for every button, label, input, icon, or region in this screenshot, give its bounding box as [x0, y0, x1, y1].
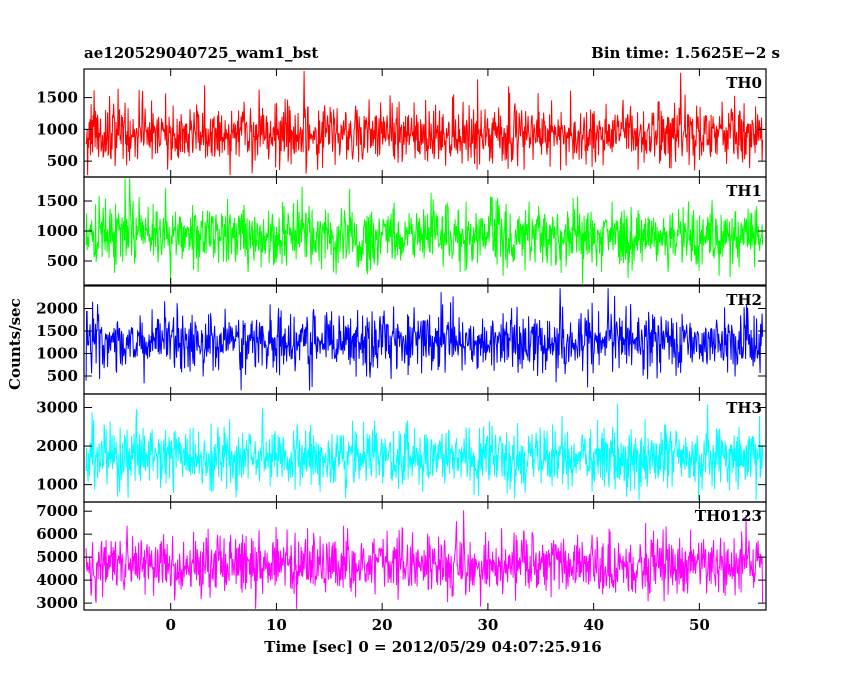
y-tick-label: 1000 — [36, 345, 78, 363]
observation-id-title: ae120529040725_wam1_bst — [84, 44, 319, 62]
y-tick-label: 1500 — [36, 89, 78, 107]
x-axis-label: Time [sec] 0 = 2012/05/29 04:07:25.916 — [264, 638, 602, 656]
y-tick-label: 4000 — [36, 571, 78, 589]
bin-time-title: Bin time: 1.5625E−2 s — [591, 44, 780, 62]
panel-label-th3: TH3 — [726, 399, 762, 417]
x-tick-label: 40 — [583, 616, 604, 634]
panel-th0: 500 1000 1500 TH0 — [36, 68, 767, 178]
series-line-th0 — [85, 70, 764, 176]
y-tick-label: 1500 — [36, 322, 78, 340]
y-tick-label: 5000 — [36, 548, 78, 566]
y-tick-label: 1000 — [36, 222, 78, 240]
series-line-th0123 — [85, 510, 764, 609]
y-tick-label: 500 — [47, 367, 78, 385]
panel-th1: 500 1000 1500 TH1 — [36, 176, 767, 286]
panel-label-th1: TH1 — [726, 182, 762, 200]
panel-label-th2: TH2 — [726, 291, 762, 309]
panel-frame — [83, 501, 767, 611]
series-line-th2 — [85, 288, 764, 391]
panel-th2: 500 1000 1500 2000 TH2 — [36, 285, 767, 395]
y-tick-label: 6000 — [36, 525, 78, 543]
y-tick-label: 3000 — [36, 399, 78, 417]
series-line-th3 — [85, 403, 764, 501]
series-line-th1 — [85, 178, 764, 284]
y-tick-label: 3000 — [36, 594, 78, 612]
panel-label-th0: TH0 — [726, 74, 762, 92]
y-tick-label: 7000 — [36, 502, 78, 520]
x-tick-label: 20 — [372, 616, 393, 634]
y-tick-label: 1000 — [36, 476, 78, 494]
y-tick-label: 500 — [47, 152, 78, 170]
y-tick-label: 1000 — [36, 120, 78, 138]
y-tick-label: 500 — [47, 252, 78, 270]
panel-th0123: 3000 4000 5000 6000 7000 TH0123 — [36, 501, 767, 612]
y-tick-label: 2000 — [36, 300, 78, 318]
y-tick-label: 2000 — [36, 437, 78, 455]
x-tick-label: 0 — [165, 616, 175, 634]
x-tick-label: 30 — [477, 616, 498, 634]
panel-th3: 1000 2000 3000 TH3 — [36, 393, 767, 503]
y-tick-label: 1500 — [36, 192, 78, 210]
x-tick-label: 10 — [266, 616, 287, 634]
x-tick-label: 50 — [689, 616, 710, 634]
panel-label-th0123: TH0123 — [695, 507, 762, 525]
